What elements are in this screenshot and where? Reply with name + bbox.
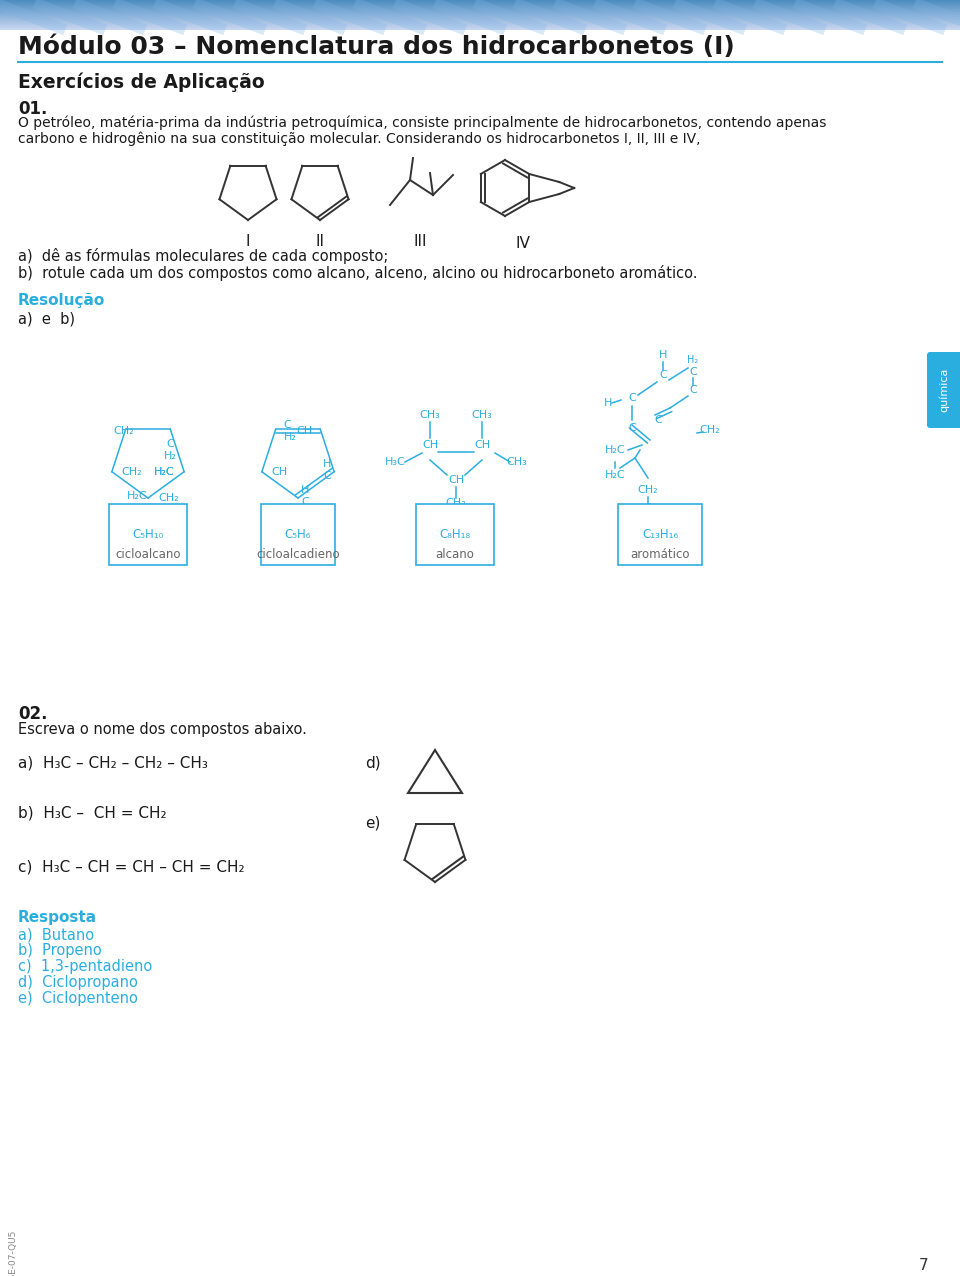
Text: e)  Ciclopenteno: e) Ciclopenteno bbox=[18, 991, 138, 1005]
Text: 7: 7 bbox=[919, 1258, 928, 1273]
Text: IV: IV bbox=[516, 236, 531, 251]
Text: H₂C: H₂C bbox=[154, 467, 174, 477]
Text: H₂: H₂ bbox=[642, 518, 654, 528]
Text: Resposta: Resposta bbox=[18, 910, 97, 925]
Text: d): d) bbox=[365, 755, 380, 769]
Text: carbono e hidrogênio na sua constituição molecular. Considerando os hidrocarbone: carbono e hidrogênio na sua constituição… bbox=[18, 131, 701, 147]
Text: b)  Propeno: b) Propeno bbox=[18, 943, 102, 958]
Text: H: H bbox=[659, 350, 667, 360]
Text: H₂C: H₂C bbox=[154, 467, 174, 477]
Text: CH: CH bbox=[422, 440, 438, 450]
Text: a)  H₃C – CH₂ – CH₂ – CH₃: a) H₃C – CH₂ – CH₂ – CH₃ bbox=[18, 755, 208, 769]
Text: CH: CH bbox=[297, 426, 312, 436]
Text: EMSE-07-QU5: EMSE-07-QU5 bbox=[8, 1230, 17, 1276]
Text: C: C bbox=[628, 424, 636, 433]
Text: CH₃: CH₃ bbox=[507, 457, 527, 467]
Text: cicloalcano: cicloalcano bbox=[115, 547, 180, 561]
Text: C: C bbox=[660, 370, 667, 380]
Text: C₁₃H₁₆: C₁₃H₁₆ bbox=[642, 528, 678, 541]
Text: CH₂: CH₂ bbox=[637, 485, 659, 495]
Text: c)  1,3-pentadieno: c) 1,3-pentadieno bbox=[18, 960, 153, 974]
Text: d)  Ciclopropano: d) Ciclopropano bbox=[18, 975, 138, 990]
Text: CH: CH bbox=[272, 467, 288, 477]
Text: CH₂: CH₂ bbox=[113, 426, 133, 436]
Text: a)  Butano: a) Butano bbox=[18, 926, 94, 942]
Text: IV: IV bbox=[653, 516, 667, 530]
Text: III: III bbox=[413, 234, 427, 249]
Text: c)  H₃C – CH = CH – CH = CH₂: c) H₃C – CH = CH – CH = CH₂ bbox=[18, 860, 245, 875]
Text: 02.: 02. bbox=[18, 706, 47, 723]
Text: II: II bbox=[316, 234, 324, 249]
Text: C: C bbox=[628, 393, 636, 403]
Text: alcano: alcano bbox=[436, 547, 474, 561]
Text: CH₃: CH₃ bbox=[420, 410, 441, 420]
Text: cicloalcadieno: cicloalcadieno bbox=[256, 547, 340, 561]
Text: Escreva o nome dos compostos abaixo.: Escreva o nome dos compostos abaixo. bbox=[18, 722, 307, 738]
Text: CH₃: CH₃ bbox=[471, 410, 492, 420]
Text: C
H₂: C H₂ bbox=[283, 421, 297, 441]
Text: CH₂: CH₂ bbox=[122, 467, 142, 477]
Text: H₃C: H₃C bbox=[385, 457, 405, 467]
Text: C: C bbox=[689, 385, 697, 396]
Text: C: C bbox=[644, 503, 652, 513]
Text: CH₂: CH₂ bbox=[158, 493, 179, 503]
Text: II: II bbox=[294, 516, 302, 530]
Text: CH₃: CH₃ bbox=[445, 498, 467, 508]
Text: a)  e  b): a) e b) bbox=[18, 311, 75, 325]
Text: C₅H₁₀: C₅H₁₀ bbox=[132, 528, 163, 541]
Text: H₂C: H₂C bbox=[605, 470, 625, 480]
Text: H
C: H C bbox=[301, 485, 309, 507]
Text: C
H₂: C H₂ bbox=[164, 439, 177, 461]
Text: CH₂: CH₂ bbox=[700, 425, 720, 435]
Text: O petróleo, matéria-prima da indústria petroquímica, consiste principalmente de : O petróleo, matéria-prima da indústria p… bbox=[18, 116, 827, 130]
Text: 01.: 01. bbox=[18, 100, 47, 117]
Text: H₂C: H₂C bbox=[128, 491, 148, 501]
Text: I: I bbox=[246, 234, 251, 249]
Text: H₂: H₂ bbox=[687, 355, 699, 365]
Text: Exercícios de Aplicação: Exercícios de Aplicação bbox=[18, 71, 265, 92]
Text: b)  H₃C –  CH = CH₂: b) H₃C – CH = CH₂ bbox=[18, 805, 167, 820]
Text: C: C bbox=[654, 415, 661, 425]
Text: Módulo 03 – Nomenclatura dos hidrocarbonetos (I): Módulo 03 – Nomenclatura dos hidrocarbon… bbox=[18, 34, 734, 59]
Text: CH: CH bbox=[474, 440, 490, 450]
Text: III: III bbox=[449, 516, 461, 530]
Text: química: química bbox=[939, 367, 949, 412]
Text: b)  rotule cada um dos compostos como alcano, alceno, alcino ou hidrocarboneto a: b) rotule cada um dos compostos como alc… bbox=[18, 265, 698, 281]
Text: a)  dê as fórmulas moleculares de cada composto;: a) dê as fórmulas moleculares de cada co… bbox=[18, 248, 389, 264]
Text: CH: CH bbox=[448, 475, 464, 485]
Text: Resolução: Resolução bbox=[18, 293, 106, 308]
Text: C₅H₆: C₅H₆ bbox=[285, 528, 311, 541]
Text: e): e) bbox=[365, 815, 380, 829]
Text: H₂C: H₂C bbox=[605, 445, 625, 456]
Text: H: H bbox=[604, 398, 612, 408]
Text: I: I bbox=[146, 516, 150, 530]
Text: C₈H₁₈: C₈H₁₈ bbox=[440, 528, 470, 541]
Text: C: C bbox=[689, 367, 697, 376]
FancyBboxPatch shape bbox=[927, 352, 960, 427]
Text: H
C: H C bbox=[323, 459, 331, 481]
Text: aromático: aromático bbox=[631, 547, 689, 561]
